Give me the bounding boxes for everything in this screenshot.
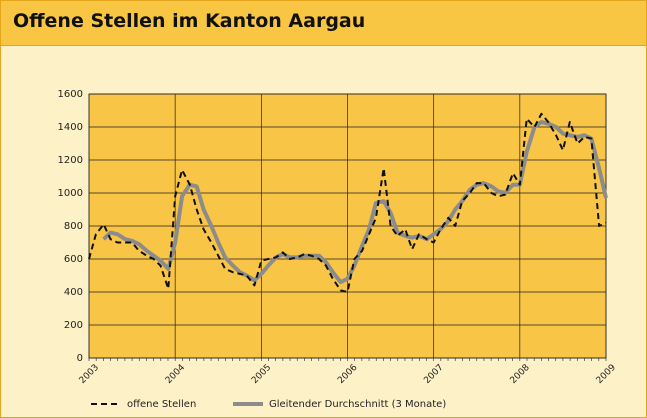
y-tick-label: 200 <box>64 320 83 331</box>
legend-label: offene Stellen <box>127 399 196 410</box>
y-tick-label: 0 <box>77 353 83 364</box>
y-tick-label: 1000 <box>58 188 83 199</box>
y-tick-label: 1400 <box>58 122 83 133</box>
chart-title: Offene Stellen im Kanton Aargau <box>13 10 366 32</box>
x-tick-label: 2009 <box>595 363 618 386</box>
header <box>1 1 646 46</box>
x-tick-label: 2004 <box>164 363 187 386</box>
series-line <box>102 120 608 285</box>
y-tick-label: 1200 <box>58 155 83 166</box>
series-line <box>88 112 607 293</box>
legend-label: Gleitender Durchschnitt (3 Monate) <box>269 399 446 410</box>
y-tick-label: 600 <box>64 254 83 265</box>
x-tick-label: 2008 <box>509 363 532 386</box>
x-tick-label: 2003 <box>78 363 101 386</box>
x-tick-label: 2005 <box>250 363 273 386</box>
x-tick-label: 2006 <box>336 363 359 386</box>
y-tick-label: 1600 <box>58 89 83 100</box>
y-tick-label: 400 <box>64 287 83 298</box>
y-tick-label: 800 <box>64 221 83 232</box>
x-tick-label: 2007 <box>422 363 445 386</box>
